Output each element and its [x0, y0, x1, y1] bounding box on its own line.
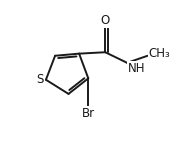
Text: S: S	[37, 73, 44, 86]
Text: Br: Br	[82, 107, 95, 120]
Text: NH: NH	[128, 62, 145, 75]
Text: O: O	[101, 14, 110, 27]
Text: CH₃: CH₃	[148, 47, 170, 60]
